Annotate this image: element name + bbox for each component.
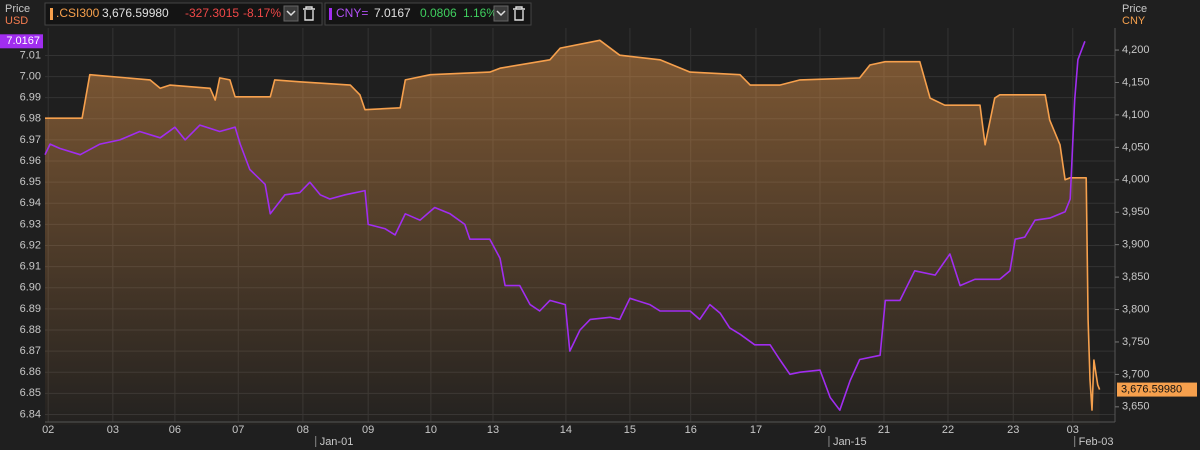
dropdown-box[interactable] <box>283 5 299 22</box>
y2-tick-label: 3,950 <box>1122 206 1150 218</box>
x-tick-label: 09 <box>362 424 374 436</box>
legend-swatch <box>50 8 53 20</box>
delete-button[interactable] <box>513 6 525 21</box>
y-tick-label: 6.89 <box>20 303 41 315</box>
y-tick-label: 6.93 <box>20 218 41 230</box>
dropdown-button[interactable] <box>283 5 299 22</box>
y-tick-label: 6.85 <box>20 387 41 399</box>
legend-change-pct: 1.16% <box>463 6 497 20</box>
month-tick-label: Feb-03 <box>1079 436 1114 448</box>
y2-tick-label: 3,850 <box>1122 271 1150 283</box>
y2-tick-label: 4,150 <box>1122 76 1150 88</box>
x-tick-label: 03 <box>1067 424 1079 436</box>
y-tick-label: 6.94 <box>20 197 41 209</box>
y2-tick-label: 4,200 <box>1122 44 1150 56</box>
left-axis-title: Price <box>5 3 30 15</box>
y-tick-label: 6.84 <box>20 408 41 420</box>
y-tick-label: 6.97 <box>20 134 41 146</box>
trash-icon[interactable] <box>303 6 315 21</box>
y2-tick-label: 3,900 <box>1122 239 1150 251</box>
x-tick-label: 22 <box>942 424 954 436</box>
legend-change-pct: -8.17% <box>243 6 281 20</box>
y2-tick-label: 3,650 <box>1122 401 1150 413</box>
month-tick-label: Jan-01 <box>320 436 354 448</box>
last-value-tag <box>1117 382 1197 397</box>
right-axis-title: Price <box>1122 3 1147 15</box>
legend-last: 7.0167 <box>374 6 411 20</box>
axes: 6.84 6.85 6.86 6.87 6.88 6.89 6.90 6.91 6.92 6.93… <box>0 34 1197 448</box>
x-tick-label: 13 <box>487 424 499 436</box>
y-tick-label: 6.90 <box>20 282 41 294</box>
y2-tick-label: 3,750 <box>1122 336 1150 348</box>
x-tick-label: 21 <box>878 424 890 436</box>
y-tick-label: 7.00 <box>20 70 41 82</box>
y2-tick-label: 4,000 <box>1122 174 1150 186</box>
x-tick-label: 03 <box>107 424 119 436</box>
legend-change: 0.0806 <box>420 6 457 20</box>
y-tick-label: 6.91 <box>20 261 41 273</box>
x-tick-label: 20 <box>814 424 826 436</box>
dropdown-box[interactable] <box>493 5 509 22</box>
legend-change: -327.3015 <box>185 6 239 20</box>
trash-icon[interactable] <box>513 6 525 21</box>
last-value-label: 3,676.59980 <box>1121 383 1182 395</box>
y-tick-label: 6.98 <box>20 113 41 125</box>
y-tick-label: 6.88 <box>20 324 41 336</box>
last-value-tag <box>0 34 43 49</box>
x-tick-label: 17 <box>750 424 762 436</box>
series-area <box>45 40 1100 426</box>
right-axis-unit: CNY <box>1122 15 1146 27</box>
legend-swatch <box>329 8 332 20</box>
chevron-icon[interactable] <box>286 10 296 17</box>
left-axis-unit: USD <box>5 15 28 27</box>
last-value-label: 7.0167 <box>6 35 40 47</box>
y-tick-label: 6.95 <box>20 176 41 188</box>
month-tick-label: Jan-15 <box>833 436 867 448</box>
series-line <box>45 39 1101 411</box>
chevron-icon[interactable] <box>496 10 506 17</box>
legend: .CSI300 3,676.59980 -327.3015 -8.17% CNY… <box>44 2 532 26</box>
x-tick-label: 07 <box>232 424 244 436</box>
legend-name: CNY= <box>336 6 368 20</box>
x-tick-label: 08 <box>297 424 309 436</box>
y-tick-label: 6.86 <box>20 366 41 378</box>
legend-box <box>324 2 532 26</box>
x-tick-label: 02 <box>42 424 54 436</box>
y2-tick-label: 3,800 <box>1122 303 1150 315</box>
x-tick-label: 23 <box>1007 424 1019 436</box>
legend-box <box>44 2 323 26</box>
x-tick-label: 14 <box>560 424 572 436</box>
dropdown-button[interactable] <box>493 5 509 22</box>
y-tick-label: 7.01 <box>20 49 41 61</box>
y-tick-label: 6.92 <box>20 239 41 251</box>
y2-tick-label: 4,050 <box>1122 141 1150 153</box>
legend-name: .CSI300 <box>56 6 100 20</box>
x-tick-label: 10 <box>425 424 437 436</box>
legend-last: 3,676.59980 <box>102 6 169 20</box>
x-tick-label: 15 <box>624 424 636 436</box>
y2-tick-label: 4,100 <box>1122 109 1150 121</box>
plot-area <box>44 39 1101 426</box>
y2-tick-label: 3,700 <box>1122 368 1150 380</box>
y-tick-label: 6.87 <box>20 345 41 357</box>
series-line <box>44 41 1086 411</box>
y-tick-label: 6.96 <box>20 155 41 167</box>
delete-button[interactable] <box>303 6 315 21</box>
y-tick-label: 6.99 <box>20 92 41 104</box>
x-tick-label: 06 <box>169 424 181 436</box>
x-tick-label: 16 <box>685 424 697 436</box>
